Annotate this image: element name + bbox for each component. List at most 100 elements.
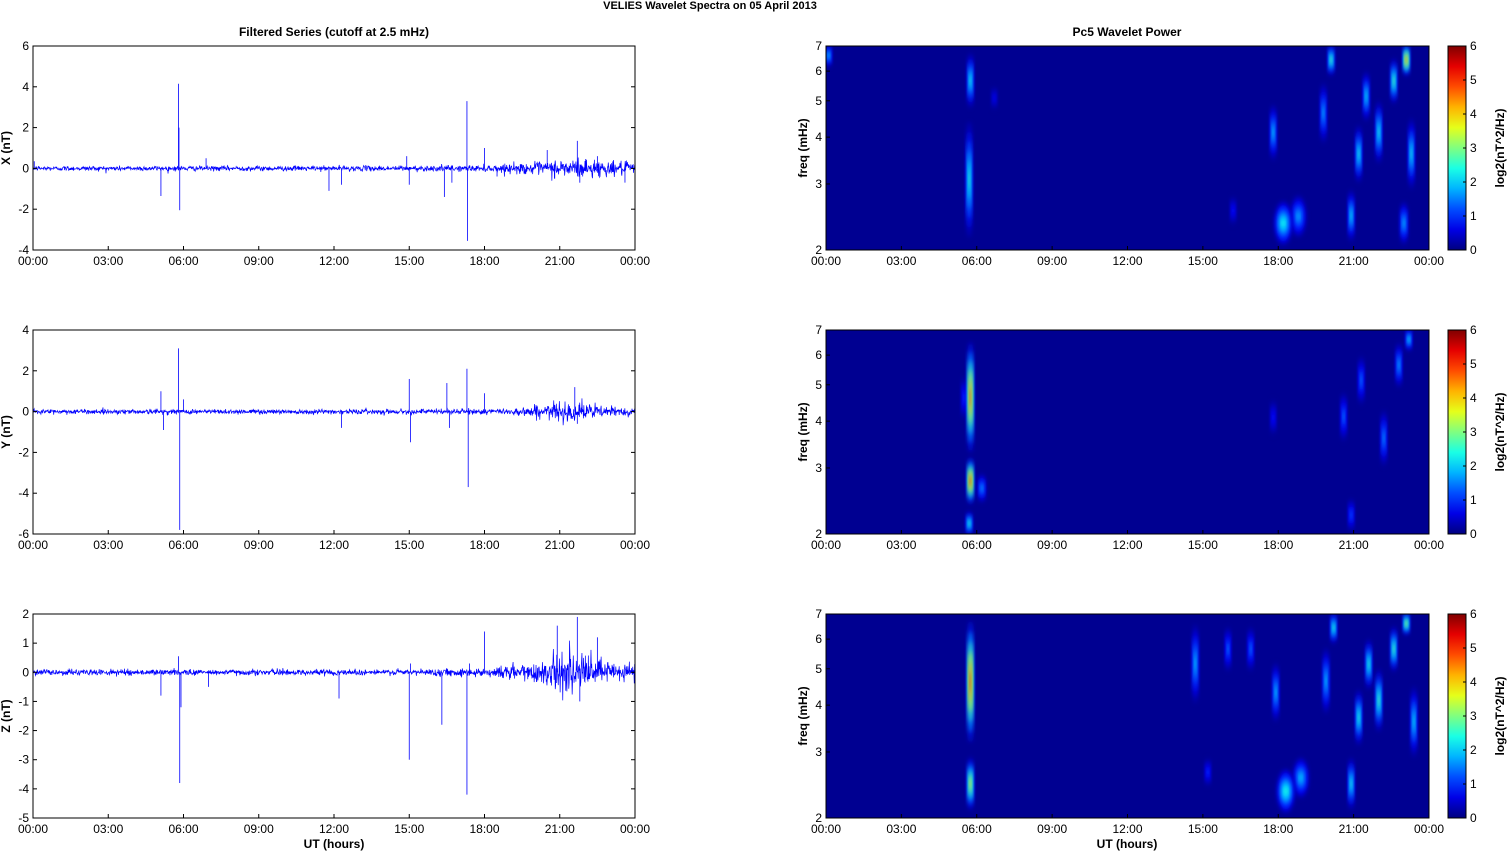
- x-tick-label: 12:00: [1112, 822, 1142, 836]
- x-tick-label: 00:00: [1414, 822, 1444, 836]
- panels-group: -4 -2 0 2 4 6 00:00 03:00 06:00 09:00 12:00 15:00 18…: [0, 39, 1507, 836]
- y-tick-label: 7: [815, 323, 822, 337]
- power-blob: [1398, 361, 1400, 369]
- power-blob: [1250, 645, 1252, 653]
- x-tick-label: 15:00: [394, 822, 424, 836]
- y-tick-label: 5: [815, 378, 822, 392]
- y-tick-label: 7: [815, 607, 822, 621]
- power-blob: [1284, 787, 1288, 795]
- power-blob: [1410, 147, 1412, 160]
- colorbar-tick-label: 4: [1470, 107, 1477, 121]
- power-blob: [1403, 219, 1405, 227]
- x-tick-label: 06:00: [962, 254, 992, 268]
- colorbar-tick-label: 0: [1470, 243, 1477, 257]
- series-line-y: [33, 398, 635, 426]
- y-tick-label: -2: [18, 445, 29, 459]
- colorbar-tick-label: 1: [1470, 777, 1477, 791]
- power-blob: [969, 388, 971, 407]
- y-axis-label: Y (nT): [0, 415, 13, 449]
- colorbar-tick-label: 4: [1470, 391, 1477, 405]
- colorbar-tick-label: 1: [1470, 493, 1477, 507]
- y-tick-label: 1: [22, 636, 29, 650]
- axes-frame: [32, 329, 636, 535]
- y-tick-label: 5: [815, 662, 822, 676]
- power-blob: [981, 485, 983, 491]
- axes-frame: [32, 45, 636, 251]
- power-blob: [968, 169, 970, 190]
- colorbar-tick-label: 2: [1470, 459, 1477, 473]
- x-tick-label: 12:00: [1112, 254, 1142, 268]
- x-tick-label: 15:00: [1188, 538, 1218, 552]
- colorbar-tick-label: 5: [1470, 357, 1477, 371]
- x-tick-label: 09:00: [244, 822, 274, 836]
- x-tick-label: 21:00: [545, 254, 575, 268]
- axes-frame: [32, 613, 636, 819]
- y-tick-label: 3: [815, 461, 822, 475]
- colorbar-tick-label: 0: [1470, 527, 1477, 541]
- x-tick-label: 21:00: [545, 822, 575, 836]
- x-tick-label: 18:00: [1263, 254, 1293, 268]
- right-xlabel: UT (hours): [1097, 837, 1158, 851]
- y-tick-label: -5: [18, 811, 29, 825]
- x-tick-label: 15:00: [1188, 822, 1218, 836]
- x-tick-label: 06:00: [168, 822, 198, 836]
- x-tick-label: 18:00: [469, 254, 499, 268]
- y-tick-label: 6: [815, 348, 822, 362]
- x-tick-label: 21:00: [1339, 538, 1369, 552]
- x-tick-label: 00:00: [620, 254, 650, 268]
- power-blob: [1358, 149, 1360, 159]
- colorbar-tick-label: 6: [1470, 323, 1477, 337]
- x-tick-label: 00:00: [620, 538, 650, 552]
- x-tick-label: 21:00: [1339, 822, 1369, 836]
- x-tick-label: 12:00: [1112, 538, 1142, 552]
- colorbar-tick-label: 3: [1470, 709, 1477, 723]
- series-line-x: [33, 157, 635, 181]
- power-blob: [1383, 433, 1385, 443]
- y-tick-label: 2: [815, 527, 822, 541]
- y-tick-label: -2: [18, 724, 29, 738]
- x-tick-label: 00:00: [18, 254, 48, 268]
- y-tick-label: 4: [815, 414, 822, 428]
- x-tick-label: 03:00: [93, 822, 123, 836]
- colorbar-tick-label: 5: [1470, 73, 1477, 87]
- x-tick-label: 12:00: [319, 254, 349, 268]
- power-blob: [1330, 57, 1332, 63]
- power-blob: [1360, 376, 1362, 385]
- y-axis-label: Z (nT): [0, 699, 13, 732]
- power-blob: [1322, 107, 1324, 119]
- x-tick-label: 18:00: [469, 538, 499, 552]
- colorbar-tick-label: 1: [1470, 209, 1477, 223]
- power-blob: [1272, 414, 1274, 421]
- colorbar-tick-label: 0: [1470, 811, 1477, 825]
- y-tick-label: 6: [22, 39, 29, 53]
- x-tick-label: 00:00: [811, 822, 841, 836]
- power-blob: [1413, 715, 1415, 728]
- x-tick-label: 09:00: [244, 254, 274, 268]
- y-tick-label: -4: [18, 486, 29, 500]
- y-tick-label: 3: [815, 745, 822, 759]
- y-tick-label: -4: [18, 243, 29, 257]
- x-tick-label: 18:00: [1263, 822, 1293, 836]
- heatmap-background: [826, 330, 1429, 534]
- y-tick-label: 3: [815, 177, 822, 191]
- power-blob: [969, 671, 971, 692]
- power-blob: [969, 779, 971, 789]
- power-blob: [1333, 625, 1335, 631]
- figure-suptitle: VELIES Wavelet Spectra on 05 April 2013: [603, 0, 817, 12]
- x-tick-label: 12:00: [319, 822, 349, 836]
- series-line-z: [33, 640, 635, 701]
- x-tick-label: 03:00: [93, 254, 123, 268]
- colorbar-label: log2(nT^2/Hz): [1493, 108, 1507, 187]
- x-tick-label: 00:00: [18, 822, 48, 836]
- y-tick-label: 6: [815, 632, 822, 646]
- y-tick-label: 7: [815, 39, 822, 53]
- heatmap-background: [826, 614, 1429, 818]
- y-tick-label: 0: [22, 665, 29, 679]
- x-tick-label: 00:00: [811, 254, 841, 268]
- y-tick-label: -2: [18, 202, 29, 216]
- x-tick-label: 09:00: [1037, 822, 1067, 836]
- x-tick-label: 03:00: [886, 254, 916, 268]
- power-blob: [1194, 656, 1196, 671]
- y-tick-label: -1: [18, 694, 29, 708]
- power-blob: [1405, 57, 1407, 63]
